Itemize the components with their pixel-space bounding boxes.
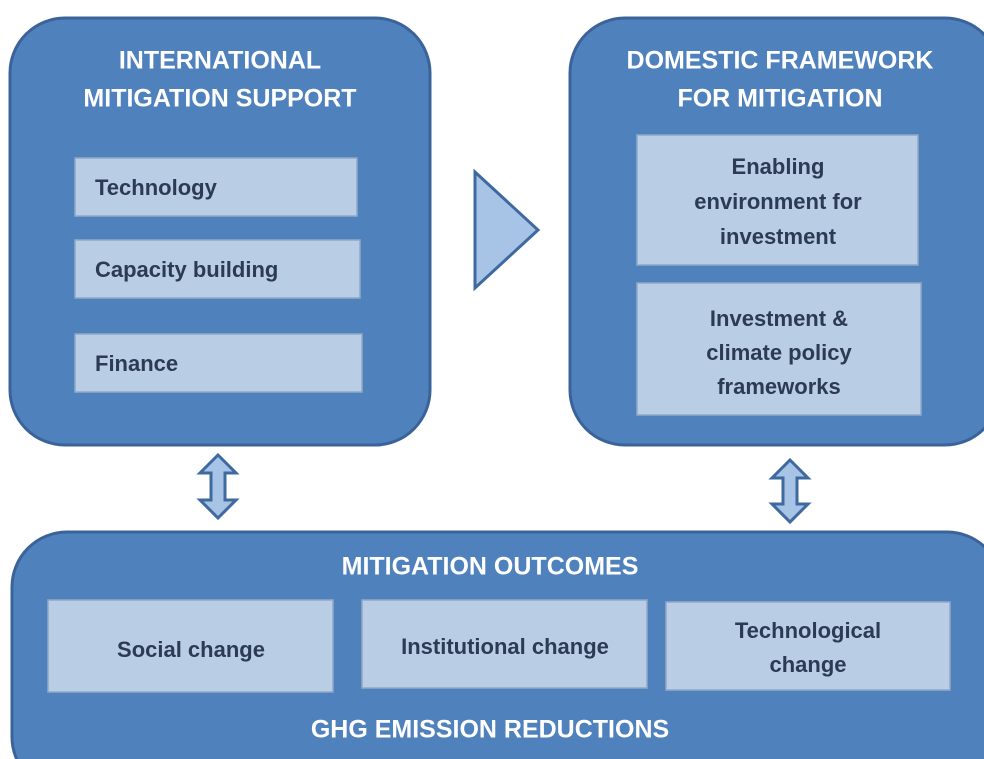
item-box: [74, 333, 363, 393]
item-label: Institutional change: [401, 634, 609, 659]
double-arrow: [768, 457, 812, 525]
panel-title: INTERNATIONAL: [119, 47, 321, 75]
item-label: Technology: [95, 175, 218, 200]
item-label: climate policy: [706, 340, 852, 365]
item-label: Social change: [117, 637, 265, 662]
item-label: frameworks: [717, 374, 841, 399]
item-box: [636, 134, 919, 266]
item-box: [74, 157, 358, 217]
item-label: change: [769, 652, 846, 677]
item-label: environment for: [694, 189, 862, 214]
panel-title: MITIGATION SUPPORT: [83, 85, 356, 113]
item-label: Finance: [95, 351, 178, 376]
item-label: investment: [720, 224, 837, 249]
panel-title: FOR MITIGATION: [677, 85, 882, 113]
double-arrow: [196, 452, 240, 521]
item-label: Technological: [735, 618, 881, 643]
item-box: [47, 599, 334, 693]
item-label: Capacity building: [95, 257, 278, 282]
item-box: [361, 599, 648, 689]
item-label: Investment &: [710, 306, 848, 331]
right-arrow: [473, 168, 541, 292]
panel-title: DOMESTIC FRAMEWORK: [627, 47, 934, 75]
item-label: Enabling: [732, 154, 825, 179]
panel-footer: GHG EMISSION REDUCTIONS: [311, 716, 669, 744]
item-box: [636, 282, 922, 416]
panel-title: MITIGATION OUTCOMES: [342, 553, 639, 581]
item-box: [74, 239, 361, 299]
item-box: [665, 601, 951, 691]
